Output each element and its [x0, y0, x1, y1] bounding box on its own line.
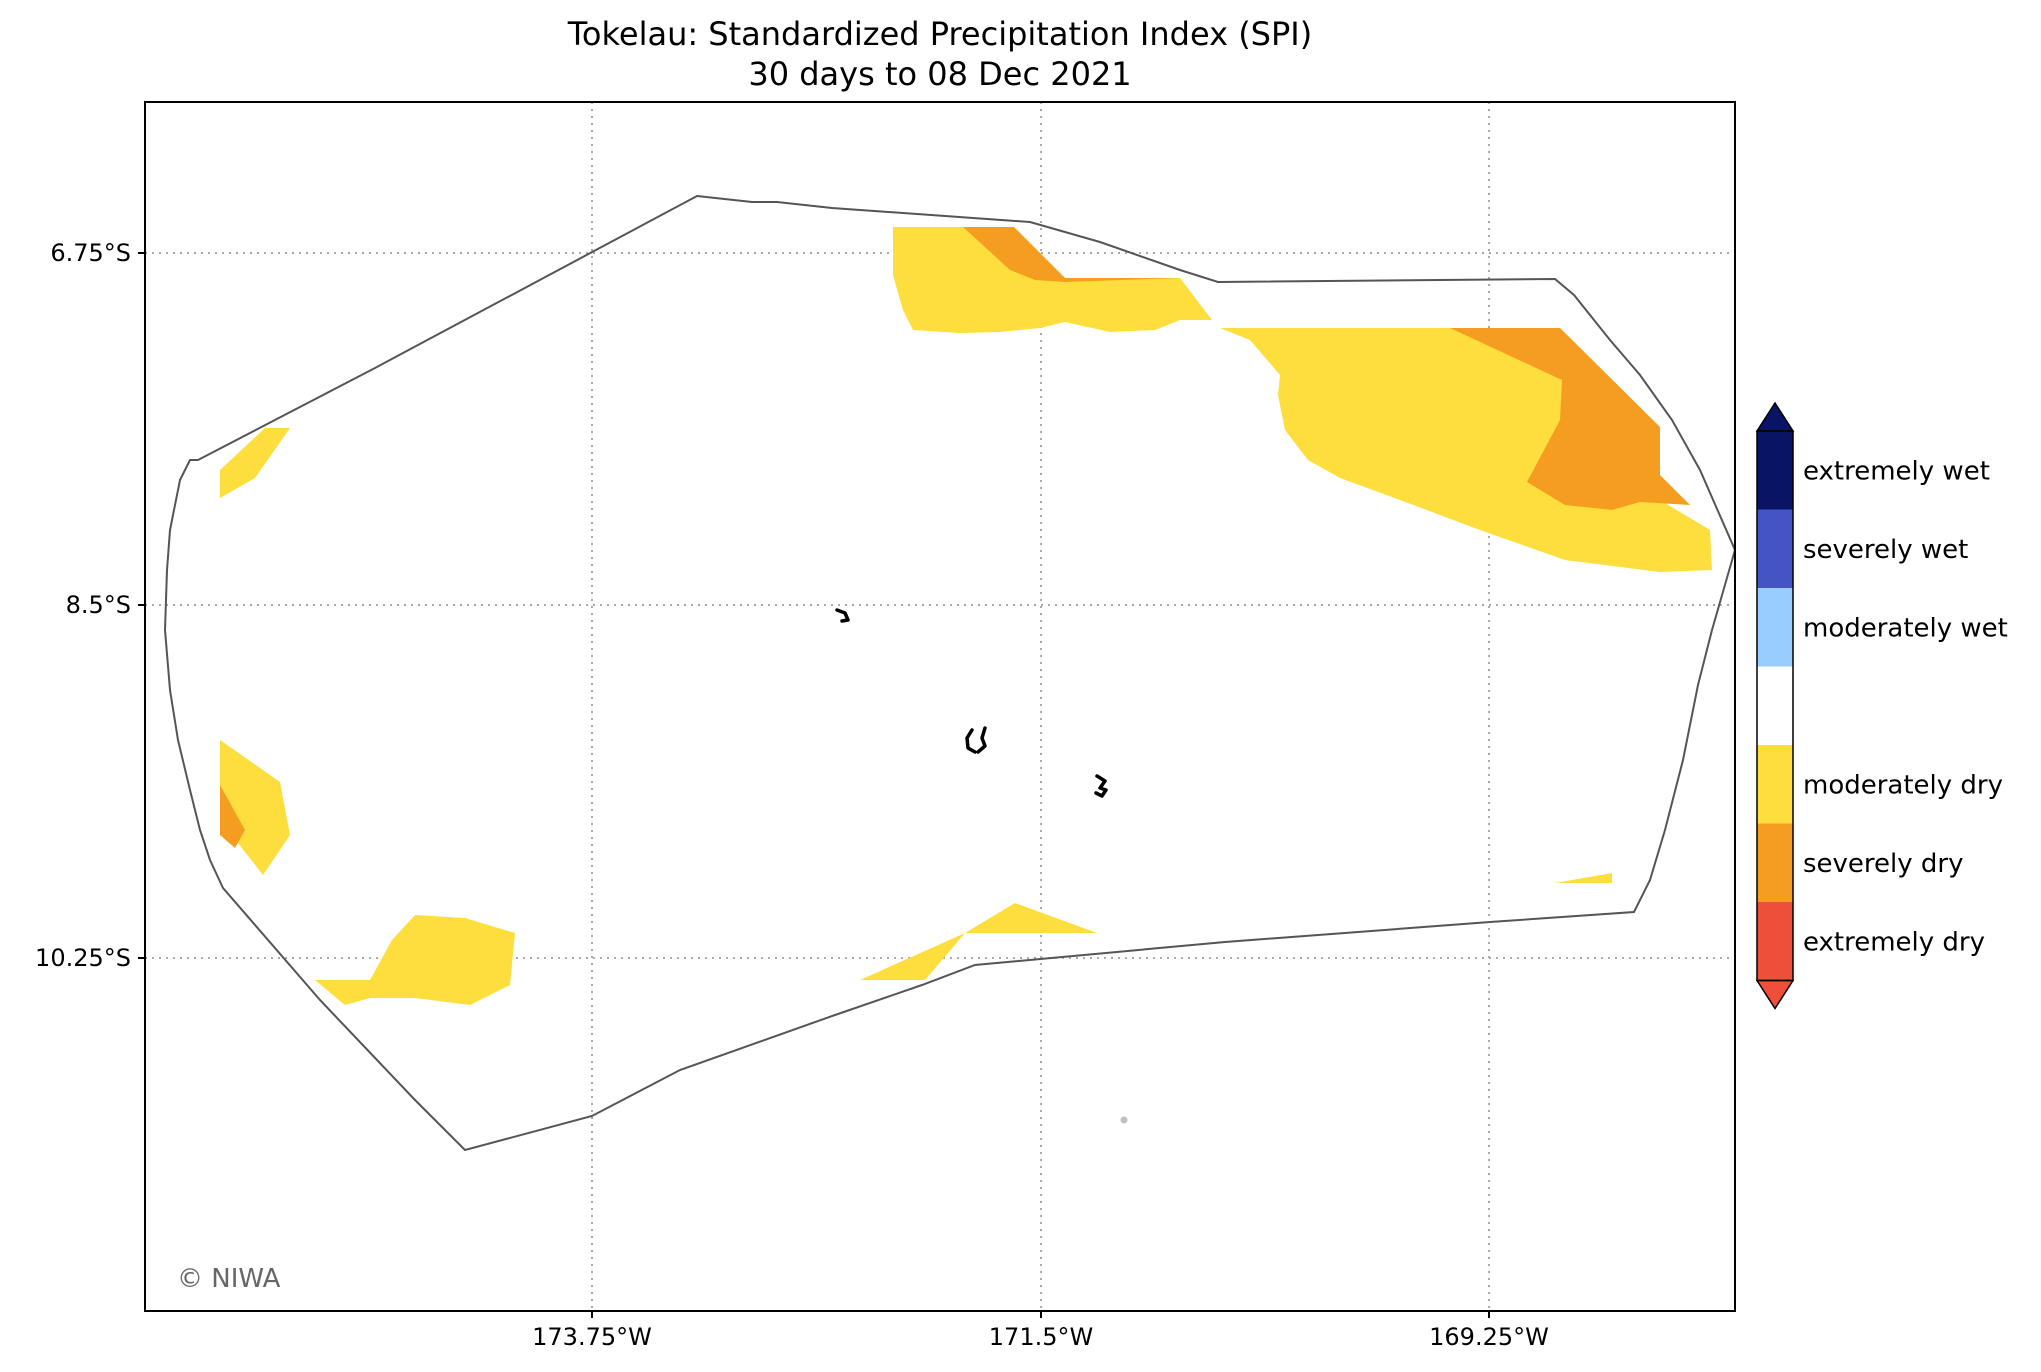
colorbar-label: moderately wet: [1803, 613, 2008, 643]
dry-area-west-1: [220, 428, 290, 498]
atolls: [835, 608, 1108, 798]
severely-dry-regions: [220, 227, 1690, 848]
atoll-nukunonu: [965, 726, 987, 754]
y-tick-label: 10.25°S: [35, 944, 131, 972]
colorbar-outline: [1756, 430, 1794, 982]
x-tick-label: 169.25°W: [1429, 1323, 1549, 1351]
map-title: Tokelau: Standardized Precipitation Inde…: [567, 15, 1313, 53]
x-tick-label: 173.75°W: [532, 1323, 652, 1351]
colorbar-label: moderately dry: [1803, 770, 2003, 800]
map-frame: [144, 101, 1736, 1312]
dry-area-south: [860, 903, 1097, 980]
colorbar-label: extremely wet: [1803, 456, 1990, 486]
colorbar-segment: [1757, 902, 1793, 981]
y-tick-label: 6.75°S: [50, 239, 131, 267]
severe-area-north: [963, 227, 1180, 282]
severe-area-west: [220, 785, 245, 848]
reef-dot: [1120, 1116, 1128, 1124]
dry-area-southeast: [1555, 873, 1612, 883]
colorbar-segment: [1757, 666, 1793, 745]
colorbar-label: severely dry: [1803, 849, 1964, 879]
colorbar-segment: [1757, 509, 1793, 588]
colorbar-segment: [1757, 823, 1793, 902]
colorbar-segment: [1757, 431, 1793, 510]
severe-area-northeast: [1450, 328, 1690, 510]
gridlines: [145, 102, 1735, 1311]
eez-boundary: [163, 194, 1737, 1152]
atoll-fakaofo: [1094, 774, 1108, 798]
niwa-credit: © NIWA: [177, 1264, 281, 1294]
atoll-atafu: [835, 608, 850, 623]
colorbar-label: severely wet: [1803, 535, 1968, 565]
map-subtitle: 30 days to 08 Dec 2021: [748, 55, 1132, 93]
colorbar-segment: [1757, 745, 1793, 824]
y-tick-label: 8.5°S: [66, 591, 131, 619]
spi-colorbar: extremely wet severely wet moderately wet m…: [1755, 401, 2008, 1010]
colorbar-segment: [1757, 588, 1793, 667]
colorbar-extend-bottom: [1755, 979, 1795, 1010]
x-tick-label: 171.5°W: [989, 1323, 1093, 1351]
colorbar-label: extremely dry: [1803, 927, 1985, 957]
tick-marks: [138, 252, 1490, 1318]
dry-area-southwest: [315, 915, 515, 1005]
colorbar-extend-top: [1755, 401, 1795, 432]
